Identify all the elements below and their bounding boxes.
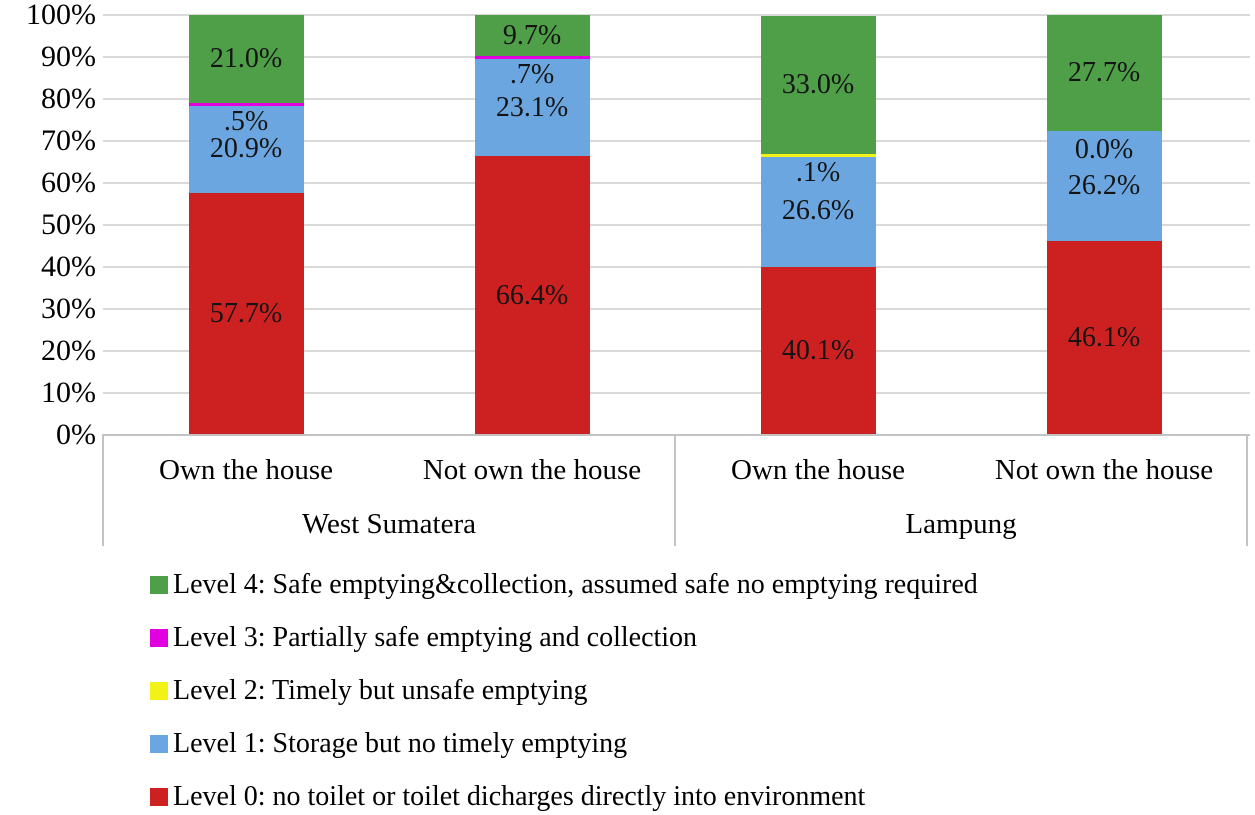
bar-segment-level0 (188, 192, 304, 435)
group-label-lampung: Lampung (905, 508, 1017, 540)
category-label: Not own the house (422, 454, 642, 486)
legend-swatch-icon (150, 629, 168, 647)
gridline (103, 140, 1250, 142)
data-label: 23.1% (495, 91, 569, 123)
legend-swatch-icon (150, 576, 168, 594)
legend-swatch-icon (150, 788, 168, 806)
legend-swatch-icon (150, 735, 168, 753)
x-axis-line (103, 434, 1250, 436)
bar-segment-level3 (188, 102, 304, 106)
y-axis-tick-label: 80% (41, 82, 96, 115)
category-label: Not own the house (994, 454, 1214, 486)
data-label: 66.4% (495, 279, 569, 311)
data-label: 0.0% (1074, 134, 1134, 166)
legend-item-label: Level 4: Safe emptying&collection, assum… (173, 569, 978, 600)
gridline (103, 56, 1250, 58)
legend-item-label: Level 2: Timely but unsafe emptying (173, 675, 588, 706)
group-label-west-sumatera: West Sumatera (301, 508, 477, 540)
legend-item-3: Level 3: Partially safe emptying and col… (150, 621, 1150, 655)
y-axis-tick-label: 100% (26, 0, 96, 31)
y-axis-tick-label: 70% (41, 124, 96, 157)
y-axis-tick-label: 30% (41, 292, 96, 325)
bar-segment-level1 (474, 59, 590, 157)
y-axis-tick-label: 10% (41, 376, 96, 409)
bar-segment-level2 (760, 154, 876, 158)
data-label: 21.0% (209, 42, 283, 74)
y-axis-tick-label: 40% (41, 250, 96, 283)
data-label: 33.0% (781, 69, 855, 101)
legend-item-4: Level 4: Safe emptying&collection, assum… (150, 568, 1150, 602)
legend-item-0: Level 0: no toilet or toilet dicharges d… (150, 780, 1150, 814)
gridline (103, 98, 1250, 100)
data-label: 26.6% (781, 194, 855, 226)
data-label: 46.1% (1067, 322, 1141, 354)
bar-segment-level4 (760, 15, 876, 155)
bar-segment-level4 (1046, 15, 1162, 132)
legend-item-1: Level 1: Storage but no timely emptying (150, 727, 1150, 761)
bar-segment-level0 (474, 156, 590, 435)
data-label: 40.1% (781, 334, 855, 366)
bar-segment-level1 (1046, 131, 1162, 242)
data-label: 57.7% (209, 297, 283, 329)
axis-divider (102, 434, 104, 546)
gridline (103, 14, 1250, 16)
axis-divider (674, 434, 676, 546)
gridline (103, 392, 1250, 394)
data-label: .1% (795, 157, 841, 189)
y-axis-tick-label: 20% (41, 334, 96, 367)
y-axis-tick-label: 60% (41, 166, 96, 199)
data-label: 26.2% (1067, 170, 1141, 202)
axis-divider (1246, 434, 1248, 546)
category-label: Own the house (731, 454, 905, 486)
gridline (103, 350, 1250, 352)
legend-item-2: Level 2: Timely but unsafe emptying (150, 674, 1150, 708)
bar-segment-level4 (188, 14, 304, 103)
gridline (103, 308, 1250, 310)
legend-item-label: Level 0: no toilet or toilet dicharges d… (173, 781, 866, 812)
data-label: .7% (509, 59, 555, 91)
y-axis-tick-label: 50% (41, 208, 96, 241)
gridline (103, 224, 1250, 226)
legend-swatch-icon (150, 682, 168, 700)
data-label: 20.9% (209, 132, 283, 164)
bar-segment-level4 (474, 15, 590, 57)
bar-segment-level1 (760, 154, 876, 267)
data-label: 9.7% (502, 19, 562, 51)
bar-segment-level3 (474, 56, 590, 60)
gridline (103, 266, 1250, 268)
bar-segment-level0 (1046, 241, 1162, 435)
y-axis-tick-label: 0% (56, 418, 96, 451)
legend-item-label: Level 1: Storage but no timely emptying (173, 728, 628, 759)
bar-segment-level1 (188, 104, 304, 193)
y-axis-tick-label: 90% (41, 40, 96, 73)
data-label: .5% (223, 105, 269, 137)
bar-segment-level0 (760, 266, 876, 435)
category-label: Own the house (159, 454, 333, 486)
legend-item-label: Level 3: Partially safe emptying and col… (173, 622, 698, 653)
data-label: 27.7% (1067, 57, 1141, 89)
gridline (103, 182, 1250, 184)
